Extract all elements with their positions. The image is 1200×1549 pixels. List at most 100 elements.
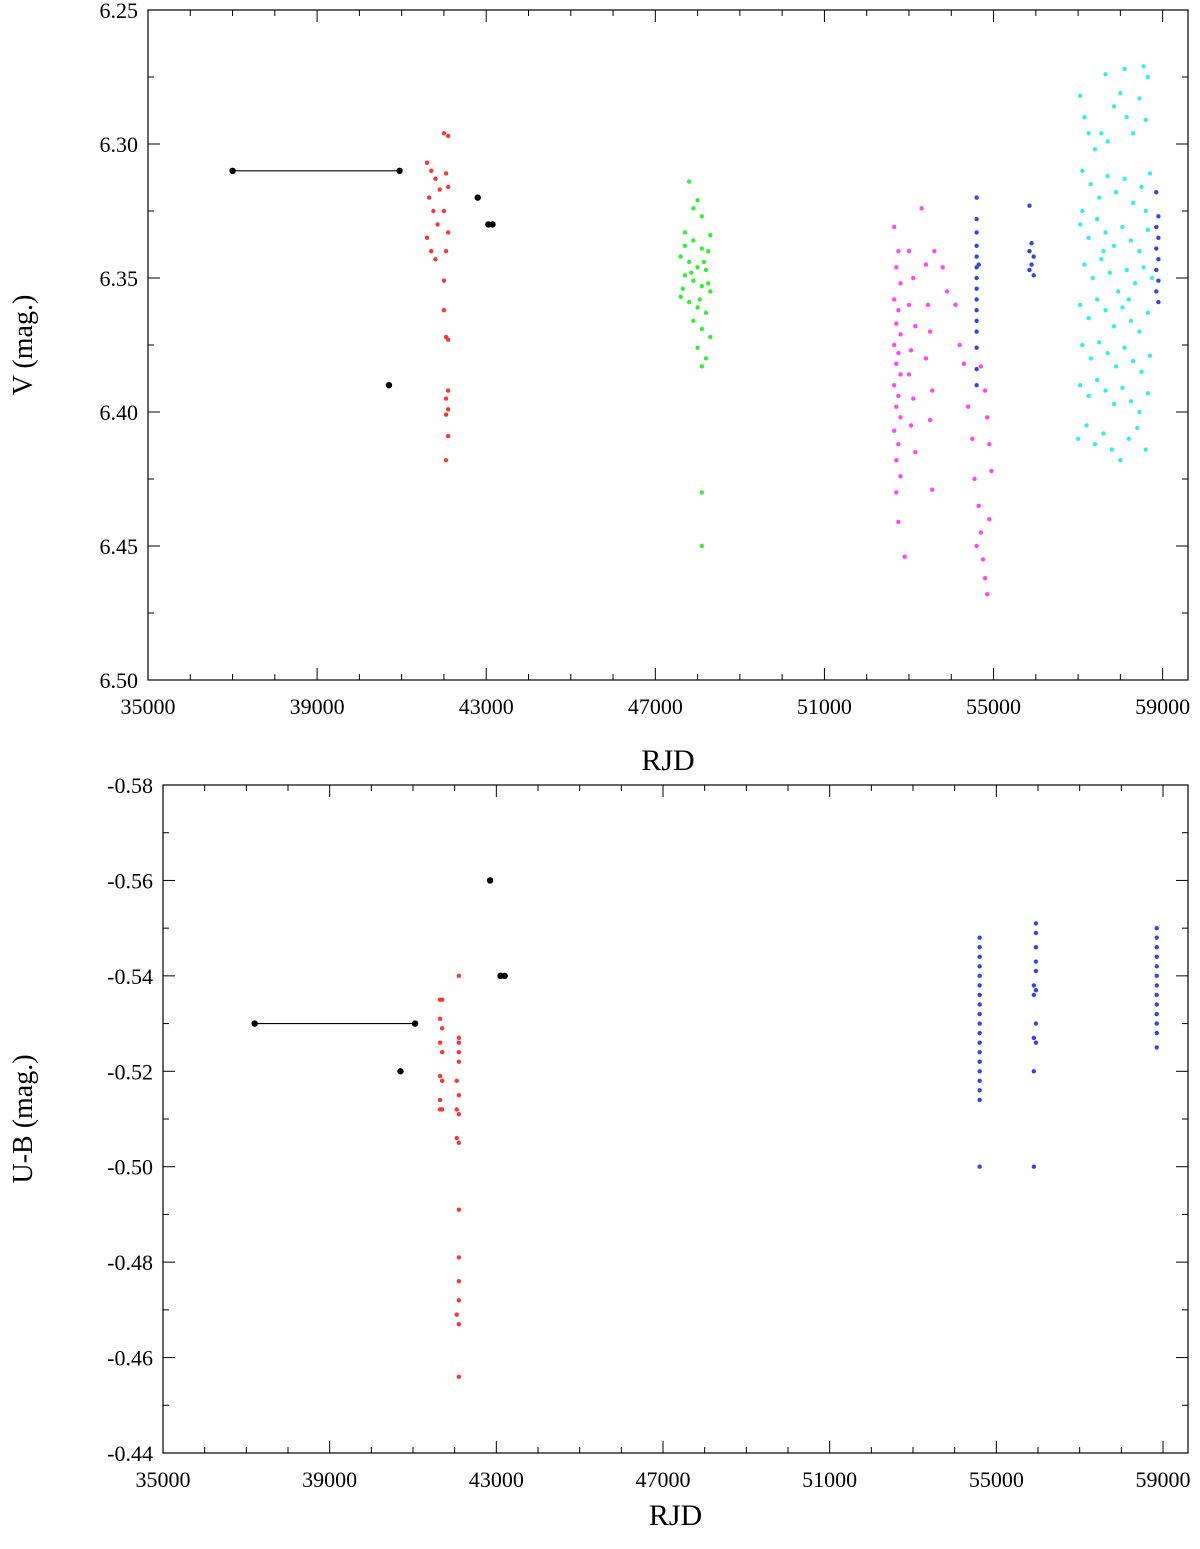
data-point [699, 543, 705, 549]
data-point [445, 407, 451, 412]
series-red [424, 131, 451, 463]
data-point [697, 297, 702, 302]
data-point [1033, 1021, 1039, 1026]
data-point [1154, 925, 1159, 931]
data-point [1088, 356, 1093, 361]
y-axis-title: V (mag.) [8, 295, 39, 396]
data-point [699, 283, 705, 289]
data-point [1154, 992, 1159, 998]
data-point [913, 450, 918, 455]
data-point [1077, 383, 1083, 388]
data-point [896, 307, 901, 313]
plot-frame [162, 784, 1189, 1454]
data-point [891, 297, 897, 302]
data-point [974, 297, 979, 302]
data-point [1143, 208, 1148, 214]
data-point [433, 257, 438, 262]
data-point [974, 286, 979, 291]
data-point [426, 195, 432, 200]
x-tick-label: 51000 [802, 1467, 857, 1492]
data-point [1124, 115, 1129, 120]
data-point [1139, 184, 1144, 190]
data-point [898, 372, 903, 377]
data-point [1149, 275, 1155, 281]
data-point [691, 318, 696, 324]
data-point [437, 1040, 443, 1045]
plot-frame [147, 9, 1189, 681]
data-point [1154, 935, 1159, 940]
data-point [456, 973, 462, 979]
data-point [445, 230, 451, 235]
data-point [1027, 249, 1032, 254]
data-point [680, 286, 685, 291]
data-point [977, 1069, 982, 1074]
y-tick-label: -0.50 [107, 1155, 153, 1180]
data-point [977, 945, 982, 950]
data-point [1105, 350, 1110, 356]
data-point [1154, 1030, 1159, 1036]
y-tick-label: -0.58 [107, 773, 153, 798]
data-point [944, 289, 950, 294]
data-point [1156, 257, 1161, 262]
data-point [1029, 240, 1034, 246]
data-point [1130, 131, 1136, 136]
data-point [1099, 257, 1104, 262]
data-point [891, 342, 897, 348]
data-point [435, 222, 440, 227]
data-point [456, 1035, 462, 1041]
data-point [1097, 195, 1102, 200]
data-point [977, 1011, 982, 1017]
data-point [977, 1030, 982, 1036]
data-point [443, 249, 449, 254]
data-point [1080, 342, 1085, 348]
data-point [923, 356, 929, 361]
data-point [439, 1050, 445, 1055]
data-point [974, 195, 979, 200]
data-point [1082, 262, 1087, 267]
data-point [456, 1321, 462, 1327]
data-point [441, 278, 447, 283]
data-point [686, 259, 692, 265]
data-point [894, 265, 899, 270]
data-point [977, 1059, 982, 1064]
data-point [443, 458, 449, 463]
data-point [397, 1068, 404, 1075]
data-point [1120, 385, 1125, 391]
data-point [456, 1112, 462, 1117]
data-point [456, 1207, 462, 1212]
data-point [911, 396, 916, 401]
data-point [984, 415, 990, 420]
data-point [1029, 262, 1034, 267]
data-point [1154, 945, 1159, 950]
data-point [906, 249, 912, 254]
data-point [1145, 227, 1151, 232]
data-point [977, 1078, 982, 1084]
data-point [439, 1026, 445, 1031]
data-point [429, 168, 434, 173]
data-point [1111, 324, 1117, 329]
data-point [429, 249, 434, 254]
data-point [1122, 66, 1127, 72]
data-point [443, 396, 449, 401]
data-point [974, 329, 979, 334]
data-point [437, 187, 442, 192]
data-point [894, 490, 899, 495]
data-point [1128, 238, 1134, 243]
data-point [1094, 377, 1100, 383]
data-point [1033, 945, 1039, 950]
data-point [977, 1050, 982, 1055]
data-point [1145, 391, 1151, 396]
data-point [977, 983, 982, 988]
data-point [1103, 72, 1108, 77]
data-point [911, 275, 916, 281]
data-point [1033, 921, 1039, 926]
x-tick-label: 59000 [1135, 694, 1190, 719]
data-point [437, 1073, 443, 1079]
v-magnitude-panel: RJD V (mag.) 35000 39000 43000 47000 51000 55… [8, 0, 1190, 777]
data-point [930, 487, 935, 492]
data-point [682, 243, 688, 249]
x-axis-title: RJD [641, 744, 694, 777]
data-point [691, 278, 696, 283]
data-point [977, 992, 982, 998]
